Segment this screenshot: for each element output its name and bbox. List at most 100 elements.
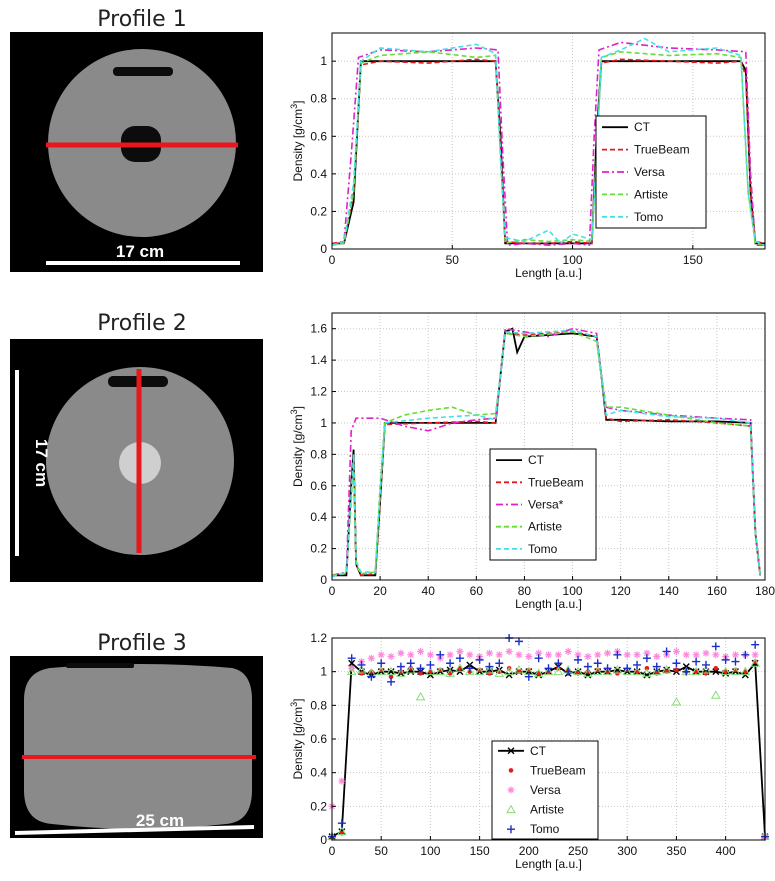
data-point-versa xyxy=(466,651,474,659)
data-point-ct xyxy=(712,668,720,676)
x-tick-label: 300 xyxy=(617,844,637,858)
data-point-artiste xyxy=(484,664,495,674)
profile-1-image-panel: Profile 1 17 cm xyxy=(10,7,263,272)
data-point-tomo xyxy=(692,657,701,666)
data-point-tomo xyxy=(564,667,573,676)
data-point-tomo xyxy=(711,642,720,651)
legend: CT TrueBeam Versa* Artiste Tomo xyxy=(489,448,597,561)
x-tick-label: 140 xyxy=(659,584,679,598)
series-group xyxy=(327,634,770,841)
profile-3-top-air-gap xyxy=(66,663,134,668)
data-point-artiste xyxy=(583,668,593,677)
data-point-tomo xyxy=(367,672,376,681)
data-point-tomo xyxy=(446,659,455,668)
data-point-versa xyxy=(505,647,513,655)
series-line-tomo xyxy=(331,329,761,578)
y-tick-label: 0.6 xyxy=(310,479,327,493)
axes-frame xyxy=(331,32,766,250)
data-point-artiste xyxy=(396,668,406,677)
legend-label-tomo: Tomo xyxy=(634,210,664,224)
x-tick-label: 100 xyxy=(420,844,440,858)
data-point-tomo xyxy=(524,672,533,681)
legend-label-artiste: Artiste xyxy=(528,520,562,534)
data-point-versa xyxy=(564,647,572,655)
data-point-artiste xyxy=(573,666,583,676)
data-point-artiste xyxy=(622,666,633,676)
y-axis-label: Density [g/cm3] xyxy=(289,100,305,181)
legend: CT TrueBeam Versa Artiste Tomo xyxy=(491,740,599,840)
data-point-artiste xyxy=(435,666,446,676)
data-point-artiste xyxy=(474,666,485,676)
x-tick-label: 180 xyxy=(755,584,775,598)
data-point-versa xyxy=(672,647,680,655)
legend-marker-truebeam xyxy=(508,768,514,773)
data-point-tomo xyxy=(387,677,396,686)
data-point-tomo xyxy=(583,662,592,671)
series-line-versa xyxy=(331,327,761,577)
legend-label-tomo: Tomo xyxy=(530,822,560,836)
data-point-tomo xyxy=(652,662,661,671)
legend-label-truebeam: TrueBeam xyxy=(528,475,584,489)
y-tick-label: 0.4 xyxy=(310,167,327,181)
x-tick-label: 350 xyxy=(666,844,686,858)
y-tick-label: 0.4 xyxy=(310,510,327,524)
x-tick-label: 0 xyxy=(329,844,336,858)
data-point-versa xyxy=(682,651,690,659)
y-tick-label: 1.4 xyxy=(310,353,327,367)
data-point-tomo xyxy=(544,664,553,673)
data-point-versa xyxy=(594,651,602,659)
y-axis-label: Density [g/cm3] xyxy=(289,698,305,779)
legend-marker-ct xyxy=(507,747,515,755)
legend-box xyxy=(595,115,707,229)
data-point-tomo xyxy=(701,660,710,669)
data-point-artiste xyxy=(671,696,682,706)
legend-label-versa: Versa* xyxy=(528,498,564,512)
x-axis-label: Length [a.u.] xyxy=(515,597,582,611)
y-tick-label: 0 xyxy=(320,573,327,587)
data-point-artiste xyxy=(730,666,741,676)
legend-label-truebeam: TrueBeam xyxy=(530,763,586,777)
data-point-artiste xyxy=(386,666,396,676)
data-point-tomo xyxy=(672,659,681,668)
data-point-artiste xyxy=(720,666,731,676)
data-point-versa xyxy=(338,777,346,785)
y-tick-label: 0.2 xyxy=(310,799,327,813)
x-tick-label: 200 xyxy=(519,844,539,858)
y-tick-label: 0.8 xyxy=(310,92,327,106)
data-point-ct xyxy=(387,668,395,676)
y-tick-label: 0.4 xyxy=(310,766,327,780)
data-point-artiste xyxy=(740,666,751,676)
profile-1-title: Profile 1 xyxy=(97,7,186,32)
legend: CT TrueBeam Versa Artiste Tomo xyxy=(595,115,707,229)
data-point-versa xyxy=(417,647,425,655)
legend-label-ct: CT xyxy=(634,120,651,134)
data-point-ct xyxy=(682,663,690,671)
data-point-versa xyxy=(751,651,759,659)
profile-3-scale-bar xyxy=(14,825,255,835)
data-point-tomo xyxy=(455,654,464,663)
legend-marker-tomo xyxy=(507,825,515,834)
y-tick-label: 0.8 xyxy=(310,698,327,712)
data-point-artiste xyxy=(494,668,505,677)
data-point-versa xyxy=(545,651,552,659)
data-point-tomo xyxy=(662,647,671,656)
data-point-truebeam xyxy=(713,666,719,671)
data-point-tomo xyxy=(741,650,750,659)
data-point-tomo xyxy=(534,654,543,663)
x-tick-label: 50 xyxy=(375,844,389,858)
data-point-artiste xyxy=(602,666,613,676)
data-point-tomo xyxy=(377,659,386,668)
x-tick-label: 160 xyxy=(707,584,727,598)
y-tick-label: 1.2 xyxy=(310,631,327,645)
series-line-tomo xyxy=(331,37,766,246)
profile-1-scale-label: 17 cm xyxy=(116,242,164,261)
data-point-versa xyxy=(712,651,720,659)
data-point-tomo xyxy=(416,664,425,673)
data-point-artiste xyxy=(464,666,475,676)
data-point-tomo xyxy=(731,657,740,666)
data-point-versa xyxy=(692,651,700,659)
x-tick-label: 150 xyxy=(470,844,490,858)
y-tick-label: 0.6 xyxy=(310,129,327,143)
data-point-tomo xyxy=(514,637,523,646)
